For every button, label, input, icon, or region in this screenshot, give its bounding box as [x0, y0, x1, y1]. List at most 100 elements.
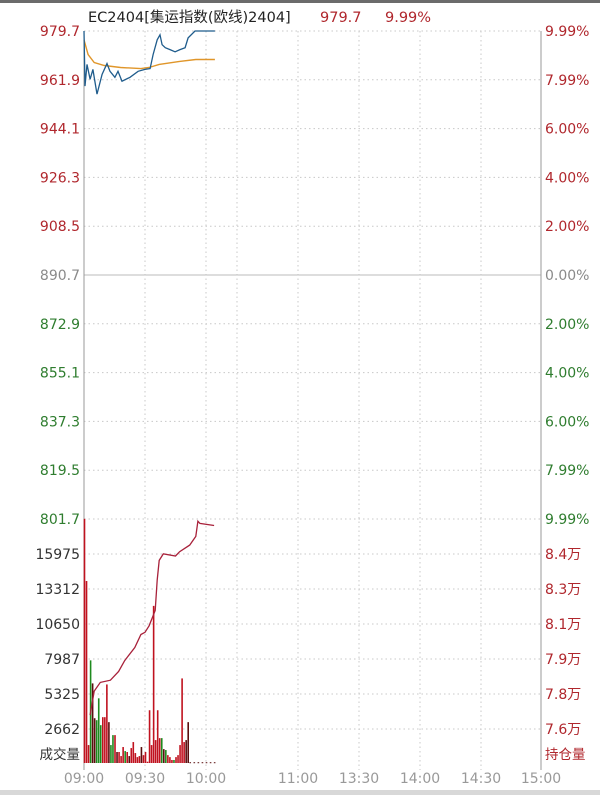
- volume-bars: [83, 518, 216, 764]
- y-right-tick: 6.00%: [545, 414, 589, 430]
- volume-bar: [124, 751, 126, 763]
- volume-bar: [201, 762, 204, 764]
- oi-tick: 7.6万: [545, 722, 581, 738]
- volume-bar: [104, 717, 106, 763]
- volume-bar: [112, 735, 114, 763]
- x-tick: 14:30: [461, 771, 501, 787]
- volume-bar: [158, 738, 161, 763]
- open-interest-label: 持仓量: [545, 747, 586, 763]
- volume-bar: [102, 717, 104, 763]
- volume-bar: [110, 745, 112, 763]
- y-left-tick: 908.5: [40, 219, 80, 235]
- bottom-border: [0, 790, 600, 795]
- y-right-tick: 2.00%: [545, 219, 589, 235]
- y-left-tick: 926.3: [40, 170, 80, 186]
- y-right-tick: 4.00%: [545, 366, 589, 382]
- volume-bar: [132, 742, 135, 763]
- volume-bar: [108, 722, 110, 763]
- volume-bar: [140, 747, 143, 763]
- x-tick: 10:00: [186, 771, 226, 787]
- volume-bar: [167, 755, 169, 763]
- x-tick: 15:00: [521, 771, 561, 787]
- average-price-line: [83, 39, 215, 70]
- y-right-tick: 0.00%: [545, 268, 589, 284]
- volume-bar: [150, 745, 153, 763]
- volume-bar: [134, 753, 137, 763]
- y-left-tick: 801.7: [40, 512, 80, 528]
- volume-tick: 15975: [35, 547, 80, 563]
- volume-bar: [136, 757, 139, 763]
- volume-bar: [148, 710, 151, 763]
- x-tick: 14:00: [400, 771, 440, 787]
- y-left-tick: 855.1: [40, 366, 80, 382]
- y-right-tick: 7.99%: [545, 463, 589, 479]
- y-left-tick: 944.1: [40, 122, 80, 138]
- y-left-tick: 819.5: [40, 463, 80, 479]
- volume-bar: [99, 725, 102, 763]
- volume-bar: [189, 762, 192, 764]
- y-right-tick: 9.99%: [545, 512, 589, 528]
- volume-bar: [185, 740, 187, 763]
- volume-bar: [142, 755, 145, 763]
- volume-bar: [91, 683, 94, 763]
- oi-tick: 8.1万: [545, 617, 581, 633]
- open-interest-line: [89, 519, 215, 716]
- oi-tick: 8.4万: [545, 547, 581, 563]
- oi-tick: 7.8万: [545, 687, 581, 703]
- volume-bar: [95, 720, 98, 763]
- tick-labels: 979.7 961.9 944.1 926.3 908.5 890.7 872.9 855.1…: [35, 24, 589, 787]
- series-lines: [83, 30, 215, 716]
- title-last-price: 979.7: [320, 10, 362, 26]
- volume-bar: [197, 762, 200, 764]
- volume-bar: [169, 757, 171, 763]
- volume-bar: [97, 698, 100, 763]
- volume-bar: [83, 518, 86, 763]
- volume-bar: [160, 738, 163, 763]
- volume-bar: [213, 762, 216, 764]
- y-left-tick: 872.9: [40, 317, 80, 333]
- y-left-tick: 837.3: [40, 414, 80, 430]
- volume-bar: [118, 752, 120, 763]
- volume-bar: [122, 747, 124, 763]
- volume-bar: [114, 735, 116, 763]
- volume-tick: 7987: [44, 652, 80, 668]
- volume-bar: [193, 762, 196, 764]
- oi-tick: 8.3万: [545, 582, 581, 598]
- x-tick: 11:00: [278, 771, 318, 787]
- volume-bar: [205, 762, 208, 764]
- volume-bar: [116, 752, 118, 763]
- grid: [84, 30, 541, 770]
- volume-bar: [171, 759, 173, 763]
- volume-bar: [146, 761, 149, 763]
- volume-bar: [209, 762, 212, 764]
- volume-bar: [144, 752, 147, 763]
- volume-bar: [120, 756, 122, 763]
- x-tick: 09:00: [64, 771, 104, 787]
- y-right-tick: 4.00%: [545, 170, 589, 186]
- volume-bar: [177, 755, 179, 763]
- y-left-tick: 979.7: [40, 24, 80, 40]
- volume-tick: 2662: [44, 722, 80, 738]
- oi-tick: 7.9万: [545, 652, 581, 668]
- volume-bar: [175, 757, 177, 763]
- title-symbol: EC2404[集运指数(欧线)2404]: [88, 9, 291, 26]
- volume-bar: [85, 581, 88, 763]
- y-right-tick: 6.00%: [545, 122, 589, 138]
- price-line: [83, 30, 215, 95]
- volume-tick: 5325: [44, 687, 80, 703]
- y-left-tick: 890.7: [40, 268, 80, 284]
- volume-bar: [154, 740, 157, 763]
- volume-bar: [173, 759, 175, 763]
- x-tick: 13:30: [339, 771, 379, 787]
- volume-bar: [87, 745, 90, 763]
- volume-tick: 10650: [35, 617, 80, 633]
- volume-bar: [152, 605, 155, 763]
- volume-bar: [156, 710, 159, 763]
- y-right-tick: 7.99%: [545, 73, 589, 89]
- title-change-pct: 9.99%: [385, 10, 431, 26]
- volume-bar: [138, 756, 141, 763]
- y-right-tick: 9.99%: [545, 24, 589, 40]
- top-border: [0, 0, 600, 3]
- volume-tick: 13312: [35, 582, 80, 598]
